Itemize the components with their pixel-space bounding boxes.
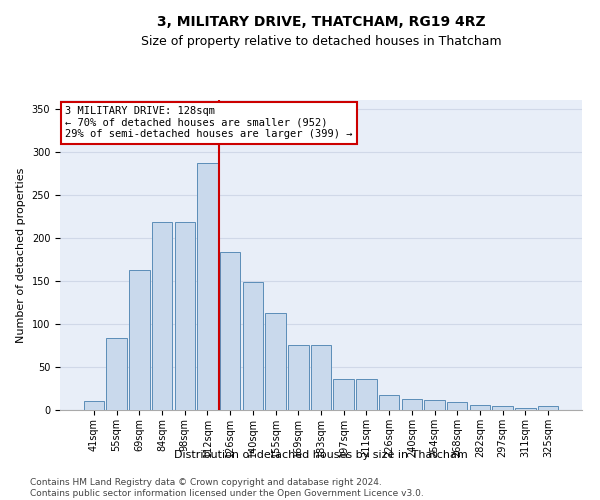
Bar (424, 400, 445, 410)
Bar (242, 282, 263, 410)
Text: Contains HM Land Registry data © Crown copyright and database right 2024.
Contai: Contains HM Land Registry data © Crown c… (30, 478, 424, 498)
Bar (447, 402, 467, 410)
Bar (265, 312, 286, 410)
Bar (515, 408, 536, 410)
Text: 3, MILITARY DRIVE, THATCHAM, RG19 4RZ: 3, MILITARY DRIVE, THATCHAM, RG19 4RZ (157, 15, 485, 29)
Text: Distribution of detached houses by size in Thatcham: Distribution of detached houses by size … (174, 450, 468, 460)
Bar (106, 338, 127, 410)
Bar (538, 406, 558, 410)
Bar (288, 346, 308, 410)
Bar (334, 379, 354, 410)
Bar (84, 402, 104, 410)
Bar (197, 163, 218, 410)
Bar (129, 270, 149, 410)
Y-axis label: Number of detached properties: Number of detached properties (16, 168, 26, 342)
Bar (175, 222, 195, 410)
Bar (470, 405, 490, 410)
Bar (356, 379, 377, 410)
Bar (379, 394, 400, 410)
Bar (401, 399, 422, 410)
Bar (220, 252, 241, 410)
Text: 3 MILITARY DRIVE: 128sqm
← 70% of detached houses are smaller (952)
29% of semi-: 3 MILITARY DRIVE: 128sqm ← 70% of detach… (65, 106, 353, 140)
Bar (152, 222, 172, 410)
Text: Size of property relative to detached houses in Thatcham: Size of property relative to detached ho… (140, 35, 502, 48)
Bar (311, 346, 331, 410)
Bar (493, 406, 513, 410)
